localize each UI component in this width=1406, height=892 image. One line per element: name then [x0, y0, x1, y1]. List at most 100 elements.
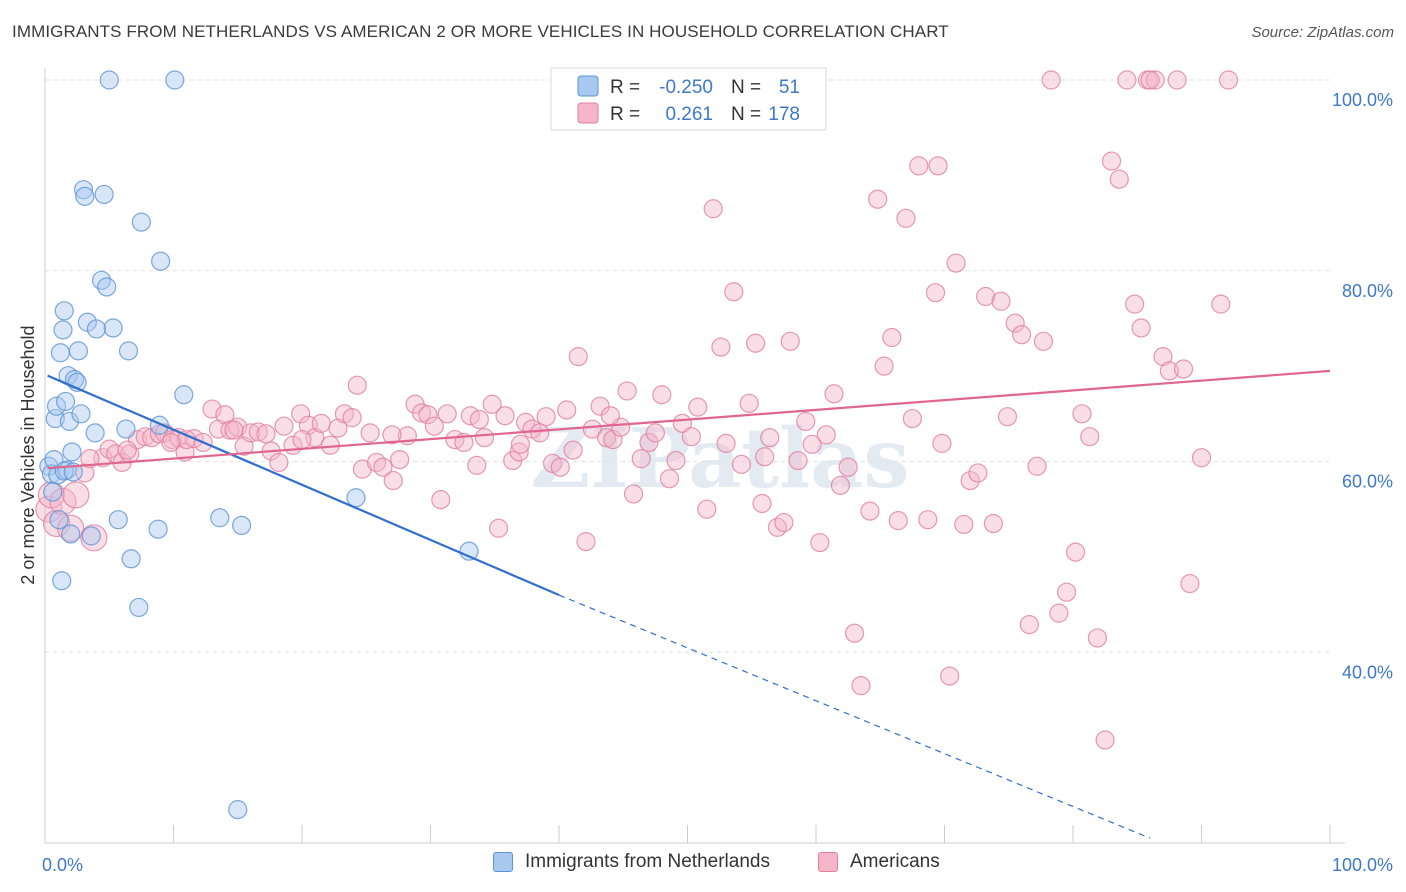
legend-label-americans: Americans: [850, 851, 940, 872]
americans-points: [35, 70, 1239, 750]
americans-point: [467, 455, 487, 475]
americans-point: [1049, 603, 1069, 623]
legend-swatch-icon: [818, 852, 838, 872]
americans-point: [1131, 318, 1151, 338]
americans-point: [568, 346, 588, 367]
americans-point: [983, 513, 1003, 534]
americans-point: [724, 282, 744, 302]
americans-point: [774, 512, 794, 533]
americans-point: [731, 454, 752, 474]
netherlands-point: [59, 411, 80, 432]
legend-swatch-americans: [577, 102, 599, 124]
legend-item-americans[interactable]: Americans: [818, 851, 940, 873]
americans-point: [946, 253, 966, 273]
americans-point: [135, 427, 155, 447]
americans-point: [256, 424, 276, 444]
legend-r-value-americans: 0.261: [665, 104, 713, 125]
americans-point: [1145, 70, 1165, 90]
netherlands-point: [68, 341, 89, 361]
americans-point: [437, 404, 457, 424]
netherlands-point: [108, 510, 128, 530]
netherlands-point: [86, 319, 107, 339]
americans-point: [373, 457, 393, 477]
legend-item-netherlands[interactable]: Immigrants from Netherlands: [493, 851, 770, 873]
americans-point: [824, 384, 844, 404]
americans-point: [711, 337, 731, 357]
netherlands-point: [53, 320, 73, 340]
americans-point: [1191, 448, 1212, 468]
netherlands-point: [94, 184, 114, 205]
americans-point: [557, 400, 577, 420]
americans-point: [703, 199, 723, 219]
americans-point: [796, 411, 816, 432]
americans-point: [1180, 573, 1200, 594]
legend-r-label: R =: [610, 77, 640, 98]
netherlands-point: [174, 385, 194, 405]
netherlands-point: [97, 277, 117, 297]
netherlands-point: [346, 488, 366, 508]
americans-point: [1159, 361, 1179, 381]
legend-n-value-americans: 178: [768, 104, 800, 125]
americans-point: [1095, 730, 1115, 750]
netherlands-point: [165, 70, 185, 90]
bottom-legend: Immigrants from Netherlands Americans: [0, 851, 1406, 879]
americans-point: [940, 666, 960, 686]
americans-point: [347, 375, 367, 395]
netherlands-point: [64, 369, 85, 390]
americans-point: [760, 428, 780, 448]
americans-point: [590, 396, 610, 416]
americans-point: [816, 425, 836, 445]
americans-point: [1065, 542, 1086, 562]
americans-point: [489, 518, 509, 538]
americans-point: [536, 407, 556, 427]
americans-point: [631, 449, 651, 469]
americans-point: [291, 404, 311, 424]
netherlands-point: [116, 419, 136, 439]
y-axis-label: 2 or more Vehicles in Household: [18, 325, 38, 584]
americans-point: [851, 676, 871, 696]
americans-point: [1080, 427, 1100, 447]
americans-point: [274, 416, 294, 436]
americans-point: [1218, 70, 1239, 90]
americans-point: [431, 490, 451, 510]
y-tick-label: 100.0%: [1332, 90, 1393, 110]
americans-point: [844, 623, 865, 643]
netherlands-point: [75, 186, 95, 206]
americans-point: [49, 487, 77, 516]
legend-r-label: R =: [610, 104, 640, 125]
legend-r-value-netherlands: -0.250: [659, 77, 713, 98]
americans-point: [424, 416, 444, 436]
americans-point: [802, 434, 822, 454]
americans-point: [932, 433, 952, 453]
americans-point: [311, 413, 331, 433]
netherlands-point: [55, 391, 76, 412]
americans-point: [896, 208, 916, 228]
americans-point: [1056, 582, 1077, 602]
americans-point: [418, 405, 438, 425]
americans-point: [224, 420, 244, 440]
americans-point: [80, 449, 100, 469]
netherlands-point: [73, 180, 94, 200]
americans-point: [976, 286, 996, 307]
americans-point: [1005, 313, 1025, 333]
netherlands-point: [46, 396, 67, 416]
x-tick-label-min: 0.0%: [42, 855, 83, 875]
y-tick-label: 60.0%: [1342, 472, 1393, 492]
americans-point: [474, 428, 495, 448]
americans-point: [666, 450, 686, 471]
americans-point: [902, 408, 922, 429]
americans-point: [1109, 169, 1129, 189]
americans-point: [1101, 151, 1122, 171]
americans-point: [328, 418, 348, 438]
americans-point: [868, 189, 888, 209]
x-tick-label-max: 100.0%: [1332, 855, 1393, 875]
source-label: Source: ZipAtlas.com: [1251, 24, 1394, 41]
americans-point: [874, 356, 894, 376]
y-tick-labels: 40.0% 60.0% 80.0% 100.0%: [1332, 90, 1393, 682]
americans-point: [117, 440, 137, 460]
netherlands-point: [118, 341, 139, 361]
americans-point: [563, 440, 583, 460]
americans-point: [1167, 70, 1187, 90]
americans-point: [248, 422, 268, 442]
